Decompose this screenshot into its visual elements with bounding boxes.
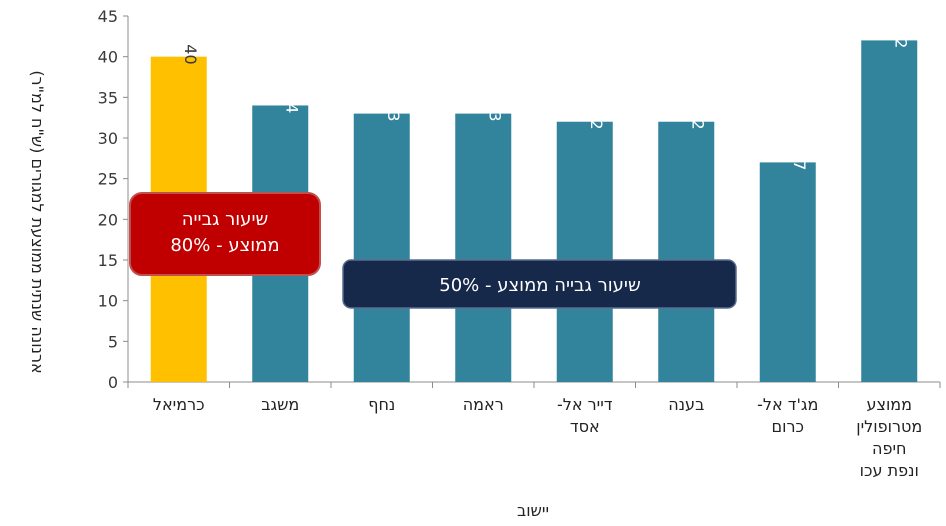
data-label: 32 bbox=[688, 109, 707, 129]
y-axis-title: ארנונה שנתית ממוצעת למגורים (ש"ח למ"ר) bbox=[28, 70, 47, 373]
bar-6 bbox=[759, 162, 816, 382]
x-category-label: ונפת עכו bbox=[860, 461, 919, 480]
y-tick-label: 35 bbox=[98, 88, 118, 107]
data-label: 34 bbox=[282, 93, 301, 113]
data-label: 33 bbox=[384, 101, 403, 121]
data-label: 33 bbox=[485, 101, 504, 121]
x-category-label: ראמה bbox=[463, 395, 504, 414]
y-tick-label: 45 bbox=[98, 7, 118, 26]
data-label: 40 bbox=[181, 44, 200, 64]
data-label: 42 bbox=[891, 28, 910, 48]
x-category-label: חיפה bbox=[872, 439, 906, 458]
data-label: 27 bbox=[790, 150, 809, 170]
y-tick-label: 0 bbox=[108, 373, 118, 392]
annotation-text-50: שיעור גבייה ממוצע - 50% bbox=[439, 275, 640, 296]
bar-3 bbox=[455, 113, 512, 382]
x-category-label: בענה bbox=[668, 395, 704, 414]
y-tick-label: 10 bbox=[98, 292, 118, 311]
annotation-box-50 bbox=[342, 259, 737, 309]
x-category-label: אסד bbox=[570, 417, 600, 436]
x-axis-title: יישוב bbox=[517, 501, 549, 520]
y-tick-label: 25 bbox=[98, 170, 118, 189]
x-category-label: מטרופולין bbox=[856, 417, 922, 436]
data-label: 32 bbox=[587, 109, 606, 129]
y-tick-label: 30 bbox=[98, 129, 118, 148]
x-category-label: דייר אל- bbox=[557, 395, 613, 414]
annotation-text-80: ממוצע - 80% bbox=[170, 235, 279, 256]
annotation-text-80: שיעור גבייה bbox=[182, 209, 268, 230]
y-tick-label: 40 bbox=[98, 48, 118, 67]
x-category-label: משגב bbox=[261, 395, 299, 414]
x-category-label: כרום bbox=[772, 417, 804, 436]
bar-4 bbox=[556, 121, 613, 382]
y-tick-label: 15 bbox=[98, 251, 118, 270]
bar-7 bbox=[861, 40, 918, 383]
x-category-label: נחף bbox=[368, 395, 395, 414]
x-category-label: ממוצע bbox=[866, 395, 912, 414]
annotation-box-80 bbox=[129, 192, 321, 276]
bar-5 bbox=[658, 121, 715, 382]
x-category-label: כרמיאל bbox=[153, 395, 205, 414]
y-tick-label: 5 bbox=[108, 332, 118, 351]
bar-2 bbox=[353, 113, 410, 382]
y-tick-label: 20 bbox=[98, 210, 118, 229]
x-category-label: מג'ד אל- bbox=[757, 395, 818, 414]
